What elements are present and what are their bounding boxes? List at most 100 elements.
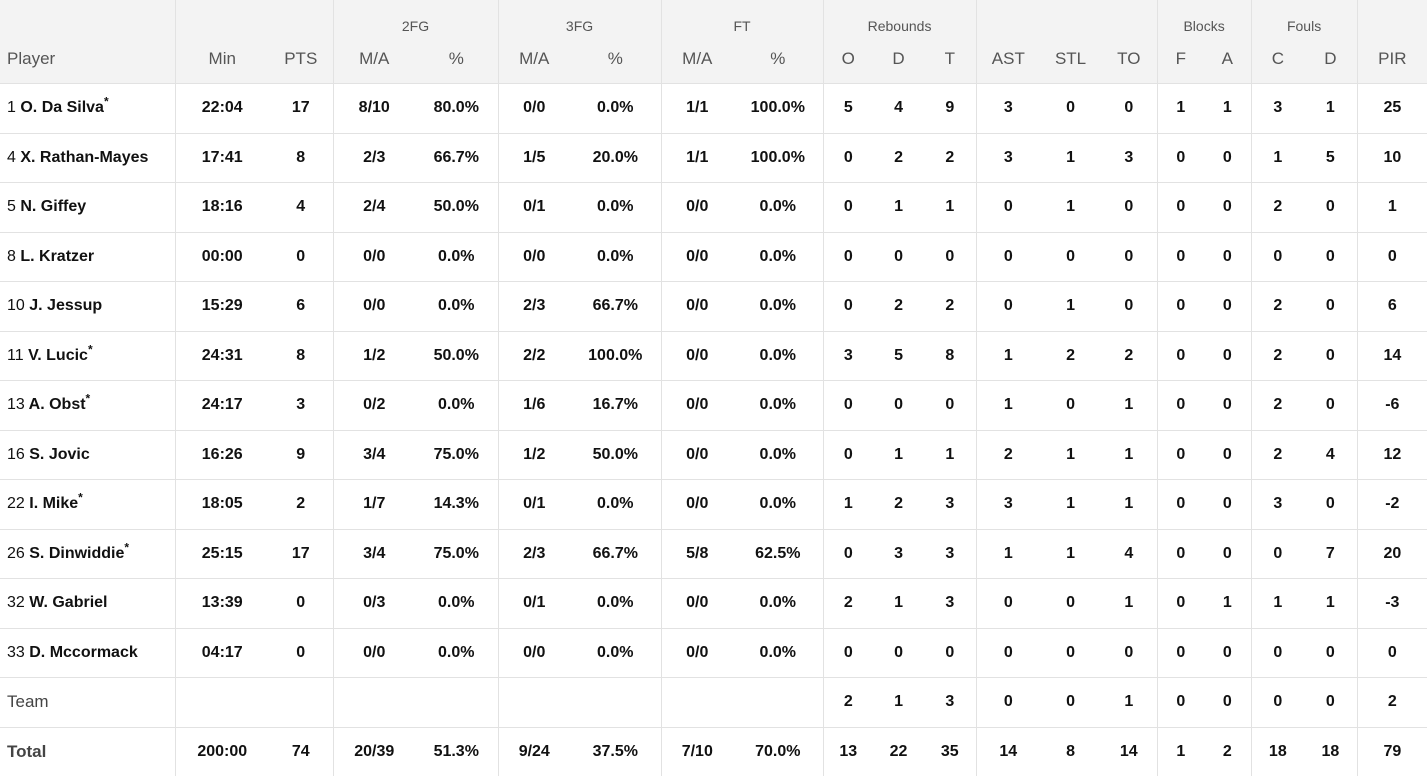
- stat-reb-o: 0: [823, 529, 873, 579]
- stat-2fg-pct: 0.0%: [415, 579, 498, 629]
- player-name-link[interactable]: X. Rathan-Mayes: [20, 149, 148, 166]
- stat-blk-a: 0: [1204, 529, 1251, 579]
- stat-2fg-ma: 1/7: [333, 480, 415, 530]
- total-blk-f: 1: [1157, 727, 1204, 776]
- player-name-link[interactable]: S. Dinwiddie: [29, 545, 124, 562]
- stat-blk-a: 0: [1204, 430, 1251, 480]
- stat-pts: 17: [269, 84, 333, 134]
- stat-2fg-pct: 0.0%: [415, 628, 498, 678]
- stat-reb-t: 3: [924, 529, 976, 579]
- col-header-to: TO: [1101, 35, 1157, 84]
- stat-3fg-ma: 2/3: [498, 529, 570, 579]
- team-ast: 0: [976, 678, 1040, 728]
- stat-stl: 0: [1040, 232, 1101, 282]
- header-column-row: Player Min PTS M/A % M/A % M/A % O D T A…: [0, 35, 1427, 84]
- player-name-link[interactable]: J. Jessup: [29, 297, 102, 314]
- player-name-link[interactable]: L. Kratzer: [20, 248, 94, 265]
- player-name-link[interactable]: I. Mike: [29, 495, 78, 512]
- stat-blk-f: 0: [1157, 232, 1204, 282]
- stat-to: 0: [1101, 84, 1157, 134]
- stat-foul-c: 0: [1251, 232, 1304, 282]
- player-name-link[interactable]: V. Lucic: [28, 347, 88, 364]
- stat-foul-d: 0: [1304, 331, 1357, 381]
- stat-foul-d: 1: [1304, 84, 1357, 134]
- stat-2fg-ma: 0/3: [333, 579, 415, 629]
- col-header-player: Player: [0, 35, 175, 84]
- stat-3fg-ma: 1/6: [498, 381, 570, 431]
- stat-2fg-ma: 0/2: [333, 381, 415, 431]
- stat-to: 1: [1101, 381, 1157, 431]
- player-number: 1: [7, 99, 16, 116]
- col-header-3fg-ma: M/A: [498, 35, 570, 84]
- header-group-fouls: Fouls: [1251, 0, 1357, 35]
- team-min: [175, 678, 269, 728]
- stat-foul-d: 0: [1304, 282, 1357, 332]
- stat-3fg-pct: 20.0%: [570, 133, 661, 183]
- col-header-3fg-pct: %: [570, 35, 661, 84]
- stat-reb-t: 8: [924, 331, 976, 381]
- starter-marker: *: [78, 491, 83, 505]
- stat-3fg-ma: 0/1: [498, 480, 570, 530]
- stat-blk-a: 0: [1204, 282, 1251, 332]
- player-name-link[interactable]: S. Jovic: [29, 446, 89, 463]
- stat-min: 18:05: [175, 480, 269, 530]
- stat-ast: 3: [976, 480, 1040, 530]
- player-name-link[interactable]: O. Da Silva: [20, 99, 104, 116]
- stat-stl: 1: [1040, 480, 1101, 530]
- total-stl: 8: [1040, 727, 1101, 776]
- player-name-link[interactable]: A. Obst: [29, 396, 86, 413]
- col-header-ft-ma: M/A: [661, 35, 733, 84]
- stat-ft-pct: 0.0%: [733, 183, 823, 233]
- stat-2fg-ma: 2/3: [333, 133, 415, 183]
- stat-blk-f: 0: [1157, 480, 1204, 530]
- total-label: Total: [0, 727, 175, 776]
- team-pir: 2: [1357, 678, 1427, 728]
- stat-reb-t: 3: [924, 480, 976, 530]
- stat-2fg-pct: 0.0%: [415, 232, 498, 282]
- stat-3fg-pct: 0.0%: [570, 480, 661, 530]
- player-name-link[interactable]: N. Giffey: [20, 198, 86, 215]
- stat-blk-f: 0: [1157, 628, 1204, 678]
- stat-reb-o: 0: [823, 381, 873, 431]
- stat-blk-f: 0: [1157, 430, 1204, 480]
- stat-2fg-ma: 8/10: [333, 84, 415, 134]
- stat-ft-pct: 100.0%: [733, 133, 823, 183]
- stat-3fg-ma: 0/1: [498, 183, 570, 233]
- stat-to: 0: [1101, 183, 1157, 233]
- stat-reb-o: 5: [823, 84, 873, 134]
- player-number: 13: [7, 396, 25, 413]
- stat-reb-d: 0: [873, 232, 924, 282]
- player-name-link[interactable]: D. Mccormack: [29, 644, 138, 661]
- stat-foul-c: 2: [1251, 183, 1304, 233]
- col-header-foul-c: C: [1251, 35, 1304, 84]
- stat-pir: 1: [1357, 183, 1427, 233]
- stat-pir: 0: [1357, 232, 1427, 282]
- team-ft-pct: [733, 678, 823, 728]
- stat-pir: 12: [1357, 430, 1427, 480]
- stat-3fg-ma: 1/2: [498, 430, 570, 480]
- player-name-link[interactable]: W. Gabriel: [29, 594, 107, 611]
- stat-min: 15:29: [175, 282, 269, 332]
- header-group-empty: [1357, 0, 1427, 35]
- stat-blk-f: 1: [1157, 84, 1204, 134]
- team-label: Team: [0, 678, 175, 728]
- stat-foul-c: 0: [1251, 628, 1304, 678]
- stat-3fg-pct: 66.7%: [570, 282, 661, 332]
- player-cell: 13 A. Obst*: [0, 381, 175, 431]
- stat-blk-f: 0: [1157, 331, 1204, 381]
- player-cell: 32 W. Gabriel: [0, 579, 175, 629]
- stat-2fg-pct: 0.0%: [415, 282, 498, 332]
- stat-ft-ma: 1/1: [661, 84, 733, 134]
- header-group-rebounds: Rebounds: [823, 0, 976, 35]
- stat-reb-t: 0: [924, 381, 976, 431]
- stat-pir: 25: [1357, 84, 1427, 134]
- stat-reb-t: 2: [924, 282, 976, 332]
- total-row: Total 200:00 74 20/39 51.3% 9/24 37.5% 7…: [0, 727, 1427, 776]
- player-number: 33: [7, 644, 25, 661]
- stat-reb-t: 9: [924, 84, 976, 134]
